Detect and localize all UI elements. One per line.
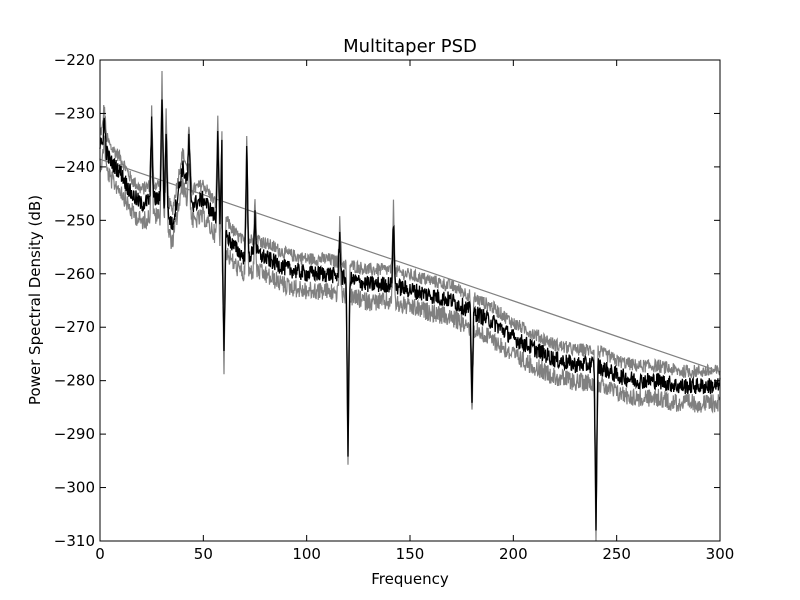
y-tick-label: −240 <box>54 158 95 176</box>
y-tick-label: −260 <box>54 265 95 283</box>
x-tick-label: 150 <box>396 545 425 563</box>
psd-band <box>99 71 721 542</box>
plot-area <box>99 71 721 542</box>
x-axis-label: Frequency <box>371 570 449 588</box>
y-tick-label: −290 <box>54 425 95 443</box>
x-tick-label: 0 <box>95 545 105 563</box>
y-axis-label: Power Spectral Density (dB) <box>26 195 44 405</box>
y-tick-label: −310 <box>54 532 95 550</box>
axis-ticks: 0 50 100 150 200 250 300 −220 −230 −240 −250 −260 −2… <box>54 51 735 563</box>
y-tick-label: −300 <box>54 479 95 497</box>
y-tick-label: −230 <box>54 104 95 122</box>
chart-title: Multitaper PSD <box>343 36 477 57</box>
plot-frame <box>99 59 721 542</box>
y-tick-label: −250 <box>54 211 95 229</box>
x-tick-label: 200 <box>499 545 528 563</box>
x-tick-label: 50 <box>194 545 213 563</box>
y-tick-label: −280 <box>54 372 95 390</box>
x-tick-label: 250 <box>602 545 631 563</box>
x-tick-label: 300 <box>706 545 735 563</box>
y-tick-label: −220 <box>54 51 95 69</box>
psd-line <box>99 99 721 531</box>
y-tick-label: −270 <box>54 318 95 336</box>
x-tick-label: 100 <box>292 545 321 563</box>
